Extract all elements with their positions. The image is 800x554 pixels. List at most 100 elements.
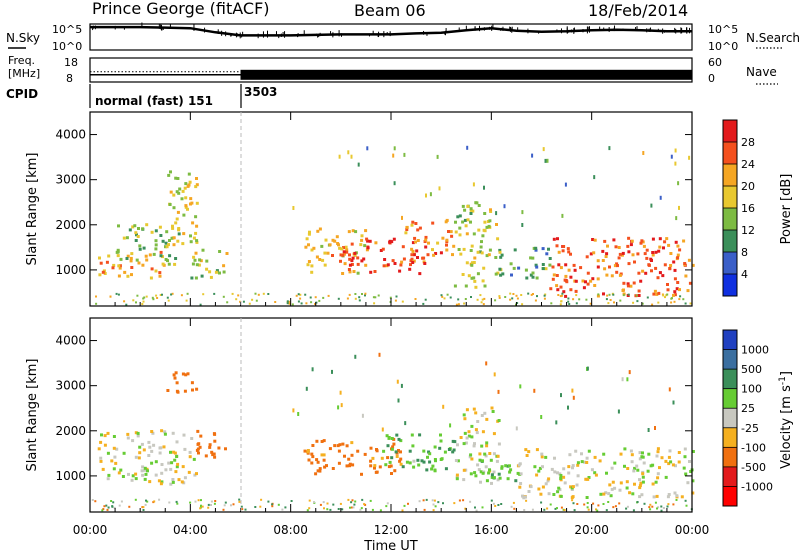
heatmap-cell xyxy=(541,247,545,251)
heatmap-cell xyxy=(654,480,658,484)
heatmap-cell xyxy=(671,463,675,467)
heatmap-cell-ground xyxy=(112,501,115,504)
heatmap-cell xyxy=(180,197,184,201)
heatmap-cell xyxy=(428,460,432,464)
heatmap-cell xyxy=(472,232,476,236)
heatmap-cell xyxy=(458,233,462,237)
heatmap-cell-ground xyxy=(480,301,483,304)
heatmap-cell xyxy=(592,251,596,255)
heatmap-cell xyxy=(337,461,341,465)
heatmap-cell xyxy=(632,281,636,285)
heatmap-cell xyxy=(467,430,471,434)
heatmap-cell xyxy=(433,468,437,472)
heatmap-cell xyxy=(189,197,193,201)
heatmap-cell-ground xyxy=(281,508,284,511)
heatmap-cell xyxy=(627,236,631,240)
heatmap-cell-ground xyxy=(142,509,145,511)
heatmap-cell xyxy=(401,465,405,469)
colorbar-tick-label: -1000 xyxy=(741,480,773,493)
heatmap-cell-ground xyxy=(662,507,665,509)
colorbar-tick-label: 12 xyxy=(741,224,755,237)
heatmap-cell xyxy=(194,251,198,255)
heatmap-cell xyxy=(174,221,178,225)
heatmap-cell xyxy=(119,257,123,261)
heatmap-cell xyxy=(459,436,463,439)
heatmap-cell-sparse xyxy=(572,395,575,400)
heatmap-cell-sparse xyxy=(608,146,611,151)
heatmap-cell-sparse xyxy=(571,388,574,393)
heatmap-cell xyxy=(112,446,116,450)
heatmap-cell xyxy=(225,252,229,255)
heatmap-cell xyxy=(606,244,609,248)
heatmap-cell xyxy=(364,229,368,233)
heatmap-cell-ground xyxy=(142,300,145,303)
colorbar-swatch xyxy=(723,349,737,370)
heatmap-cell xyxy=(576,461,580,465)
heatmap-cell xyxy=(558,472,562,476)
station-title: Prince George (fitACF) xyxy=(92,0,270,18)
heatmap-cell xyxy=(477,468,481,472)
heatmap-cell xyxy=(674,464,677,468)
heatmap-cell xyxy=(455,477,459,481)
heatmap-cell-ground xyxy=(657,506,660,509)
heatmap-cell xyxy=(178,187,182,191)
heatmap-cell xyxy=(328,243,332,247)
heatmap-cell-ground xyxy=(306,509,309,512)
heatmap-cell-ground xyxy=(337,297,340,300)
heatmap-cell xyxy=(195,177,198,180)
heatmap-cell xyxy=(163,432,167,436)
heatmap-cell xyxy=(490,475,494,479)
heatmap-cell xyxy=(318,467,322,471)
heatmap-cell-ground xyxy=(364,294,366,297)
heatmap-cell-sparse xyxy=(668,387,671,392)
heatmap-cell xyxy=(189,234,192,238)
heatmap-cell xyxy=(630,239,634,243)
heatmap-cell xyxy=(145,258,149,262)
heatmap-cell xyxy=(195,387,199,391)
heatmap-cell xyxy=(689,470,693,473)
heatmap-cell xyxy=(658,237,662,241)
heatmap-cell xyxy=(397,437,401,441)
heatmap-cell-ground xyxy=(575,294,578,297)
heatmap-cell-sparse xyxy=(533,388,536,393)
heatmap-cell xyxy=(122,236,126,240)
heatmap-cell xyxy=(180,480,184,484)
heatmap-cell xyxy=(475,431,479,435)
heatmap-cell xyxy=(629,284,633,288)
heatmap-cell xyxy=(529,256,533,260)
heatmap-cell-sparse xyxy=(493,372,496,377)
heatmap-cell xyxy=(323,251,327,255)
heatmap-cell-sparse xyxy=(429,192,432,197)
heatmap-cell xyxy=(492,432,496,436)
heatmap-cell xyxy=(107,473,111,477)
heatmap-cell xyxy=(136,434,140,438)
heatmap-cell xyxy=(412,465,416,469)
heatmap-cell xyxy=(673,268,677,272)
heatmap-cell-ground xyxy=(470,296,472,298)
heatmap-cell-ground xyxy=(666,293,669,296)
heatmap-cell xyxy=(395,455,399,458)
x-tick-label: 12:00 xyxy=(374,523,409,537)
velocity-heatmap-cells xyxy=(91,352,695,512)
heatmap-cell xyxy=(637,289,641,293)
heatmap-cell xyxy=(553,456,556,460)
heatmap-cell xyxy=(130,273,133,277)
heatmap-cell-ground xyxy=(202,293,205,296)
heatmap-cell xyxy=(574,449,578,453)
heatmap-cell-ground xyxy=(207,506,210,509)
heatmap-cell-ground xyxy=(587,508,590,511)
y-tick-label: 3000 xyxy=(55,379,86,393)
heatmap-cell xyxy=(127,472,130,476)
heatmap-cell-ground xyxy=(102,508,105,511)
heatmap-cell xyxy=(182,232,186,236)
colorbar-swatch xyxy=(723,186,737,209)
heatmap-cell-sparse xyxy=(521,223,524,227)
heatmap-cell xyxy=(590,468,594,472)
heatmap-cell xyxy=(508,470,512,474)
heatmap-cell xyxy=(399,450,402,454)
heatmap-cell-ground xyxy=(230,504,232,507)
heatmap-cell-ground xyxy=(437,501,440,504)
heatmap-cell-ground xyxy=(350,506,353,509)
heatmap-cell-ground xyxy=(309,296,312,299)
heatmap-cell xyxy=(129,259,133,263)
